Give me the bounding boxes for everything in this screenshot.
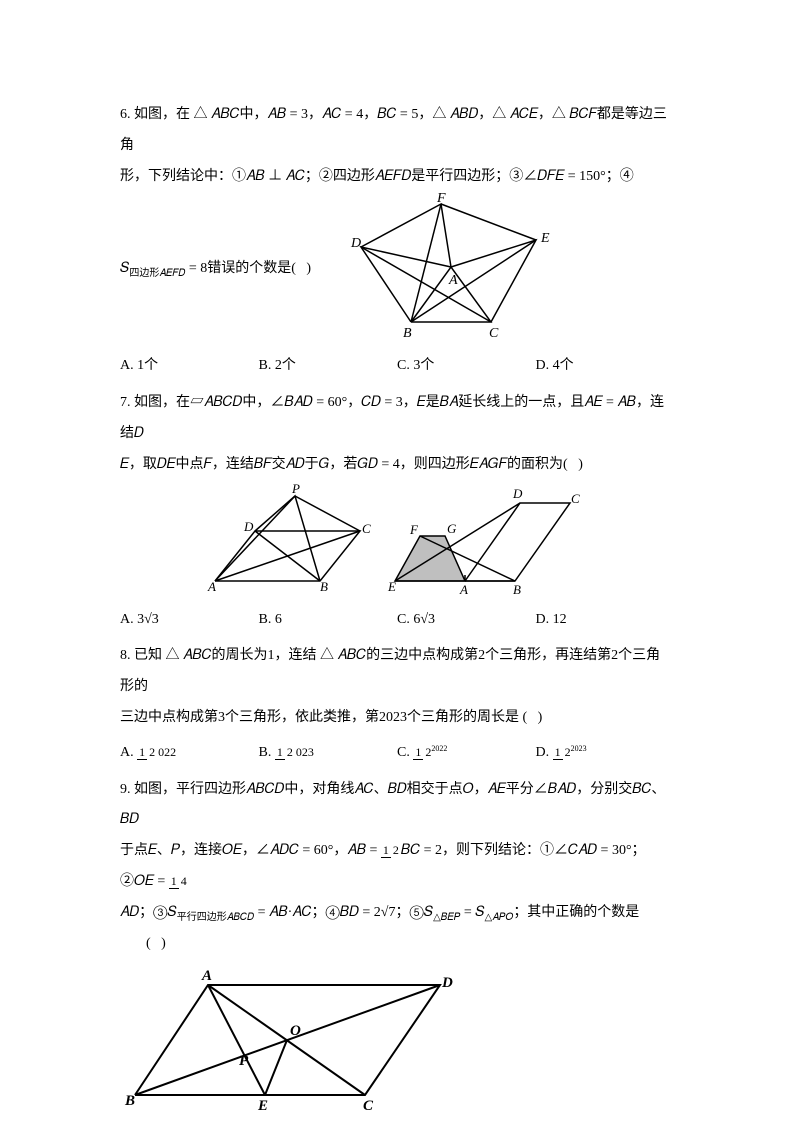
svg-text:F: F [409, 522, 419, 537]
q8-stem-2: 三边中点构成第3个三角形，依此类推，第2023个三角形的周长是 ( ) [120, 710, 542, 725]
question-8: 8. 已知 △ 𝐴𝐵𝐶的周长为1，连结 △ 𝐴𝐵𝐶的三边中点构成第2个三角形，再… [120, 641, 674, 768]
svg-text:C: C [362, 521, 371, 536]
svg-text:C: C [571, 491, 580, 506]
svg-text:C: C [363, 1098, 374, 1114]
q8-b-pre: B. [259, 745, 275, 760]
q8-a-den: 2 022 [147, 745, 178, 759]
svg-text:P: P [239, 1053, 249, 1069]
q8-num: 8. [120, 648, 134, 663]
svg-text:B: B [513, 582, 521, 597]
svg-text:O: O [290, 1023, 301, 1039]
svg-text:D: D [512, 486, 523, 501]
svg-text:F: F [436, 192, 446, 206]
q9-stem-3d: ；其中正确的个数是 [513, 905, 639, 920]
q7-opt-d: D. 12 [536, 605, 675, 636]
svg-text:B: B [320, 579, 328, 591]
q6-stem-3: 𝑆四边形𝐴𝐸𝐹𝐷 = 8错误的个数是( ) [120, 254, 311, 285]
svg-text:G: G [447, 521, 457, 536]
q9-frac2-den: 4 [179, 874, 189, 888]
q9-frac1-den: 2 [391, 843, 401, 857]
q8-opt-a: A. 12 022 [120, 738, 259, 769]
q7-figure-1: A B C D P [200, 481, 375, 591]
q9-stem-3c: = 𝑆 [460, 905, 484, 920]
svg-text:D: D [243, 519, 254, 534]
svg-text:E: E [387, 579, 396, 594]
svg-text:A: A [448, 273, 458, 288]
q8-a-pre: A. [120, 745, 137, 760]
svg-text:P: P [291, 481, 300, 496]
svg-text:A: A [459, 582, 468, 597]
q7-figures: A B C D P E A B [200, 481, 674, 601]
q9-stem-3b: = 𝐴𝐵·𝐴𝐶；④𝐵𝐷 = 2√7；⑤𝑆 [254, 905, 433, 920]
q8-options: A. 12 022 B. 12 023 C. 122022 D. 122023 [120, 738, 674, 769]
q6-s-label: 𝑆 [120, 261, 129, 276]
q6-num: 6. [120, 107, 134, 122]
q9-stem-4: ( ) [146, 936, 166, 951]
question-7: 7. 如图，在▱𝐴𝐵𝐶𝐷中，∠𝐵𝐴𝐷 = 60°，𝐶𝐷 = 3，𝐸是𝐵𝐴延长线上… [120, 388, 674, 635]
q8-opt-b: B. 12 023 [259, 738, 398, 769]
q8-stem-1: 已知 △ 𝐴𝐵𝐶的周长为1，连结 △ 𝐴𝐵𝐶的三边中点构成第2个三角形，再连结第… [120, 648, 660, 694]
q9-stem-1: 如图，平行四边形𝐴𝐵𝐶𝐷中，对角线𝐴𝐶、𝐵𝐷相交于点𝑂，𝐴𝐸平分∠𝐵𝐴𝐷，分别交… [120, 782, 665, 828]
q9-frac2-num: 1 [169, 874, 179, 889]
q9-stem-2a: 于点𝐸、𝑃，连接𝑂𝐸，∠𝐴𝐷𝐶 = 60°，𝐴𝐵 = [120, 843, 381, 858]
q7-opt-c: C. 6√3 [397, 605, 536, 636]
svg-text:E: E [540, 231, 550, 246]
q6-stem-3b: = 8错误的个数是( ) [185, 261, 311, 276]
q6-options: A. 1个 B. 2个 C. 3个 D. 4个 [120, 351, 674, 382]
svg-text:A: A [201, 968, 212, 984]
q6-s-sub: 四边形𝐴𝐸𝐹𝐷 [129, 268, 185, 279]
q8-d-num: 1 [553, 745, 563, 760]
q7-stem-1: 如图，在▱𝐴𝐵𝐶𝐷中，∠𝐵𝐴𝐷 = 60°，𝐶𝐷 = 3，𝐸是𝐵𝐴延长线上的一点… [120, 395, 664, 441]
q8-b-num: 1 [275, 745, 285, 760]
q7-stem-2: 𝐸，取𝐷𝐸中点𝐹，连结𝐵𝐹交𝐴𝐷于𝐺，若𝐺𝐷 = 4，则四边形𝐸𝐴𝐺𝐹的面积为(… [120, 457, 583, 472]
q6-opt-d: D. 4个 [536, 351, 675, 382]
q9-num: 9. [120, 782, 134, 797]
q7-opt-a: A. 3√3 [120, 605, 259, 636]
question-9: 9. 如图，平行四边形𝐴𝐵𝐶𝐷中，对角线𝐴𝐶、𝐵𝐷相交于点𝑂，𝐴𝐸平分∠𝐵𝐴𝐷，… [120, 775, 674, 1116]
q8-c-den: 22022 [423, 745, 449, 759]
q9-frac1-num: 1 [381, 843, 391, 858]
q8-d-den: 22023 [563, 745, 589, 759]
svg-text:B: B [403, 326, 412, 341]
question-6: 6. 如图，在 △ 𝐴𝐵𝐶中，𝐴𝐵 = 3，𝐴𝐶 = 4，𝐵𝐶 = 5，△ 𝐴𝐵… [120, 100, 674, 382]
q6-opt-b: B. 2个 [259, 351, 398, 382]
q9-sub3: △𝐴𝑃𝑂 [485, 912, 514, 923]
q8-b-den: 2 023 [285, 745, 316, 759]
q6-stem-2: 形，下列结论中：①𝐴𝐵 ⊥ 𝐴𝐶；②四边形𝐴𝐸𝐹𝐷是平行四边形；③∠𝐷𝐹𝐸 = … [120, 169, 634, 184]
q9-sub1: 平行四边形𝐴𝐵𝐶𝐷 [177, 912, 254, 923]
svg-text:E: E [257, 1098, 268, 1114]
q7-options: A. 3√3 B. 6 C. 6√3 D. 12 [120, 605, 674, 636]
svg-text:D: D [350, 236, 361, 251]
q6-opt-a: A. 1个 [120, 351, 259, 382]
q7-figure-2: E A B C D F G [385, 481, 580, 601]
q8-opt-c: C. 122022 [397, 738, 536, 769]
q7-opt-b: B. 6 [259, 605, 398, 636]
q7-num: 7. [120, 395, 134, 410]
q8-a-num: 1 [137, 745, 147, 760]
q6-figure: D F E A B C [341, 192, 561, 347]
q8-c-pre: C. [397, 745, 413, 760]
svg-text:A: A [207, 579, 216, 591]
q9-sub2: △𝐵𝐸𝑃 [433, 912, 460, 923]
q6-stem-1: 如图，在 △ 𝐴𝐵𝐶中，𝐴𝐵 = 3，𝐴𝐶 = 4，𝐵𝐶 = 5，△ 𝐴𝐵𝐷，△… [120, 107, 667, 153]
q9-stem-3a: 𝐴𝐷；③𝑆 [120, 905, 177, 920]
q8-c-num: 1 [413, 745, 423, 760]
q8-opt-d: D. 122023 [536, 738, 675, 769]
q6-figure-row: 𝑆四边形𝐴𝐸𝐹𝐷 = 8错误的个数是( ) D F E [120, 192, 674, 347]
svg-text:B: B [124, 1093, 135, 1109]
q6-opt-c: C. 3个 [397, 351, 536, 382]
svg-text:C: C [489, 326, 499, 341]
q9-figure: A D B C E O P [120, 965, 674, 1115]
svg-text:D: D [441, 975, 453, 991]
q8-d-pre: D. [536, 745, 553, 760]
